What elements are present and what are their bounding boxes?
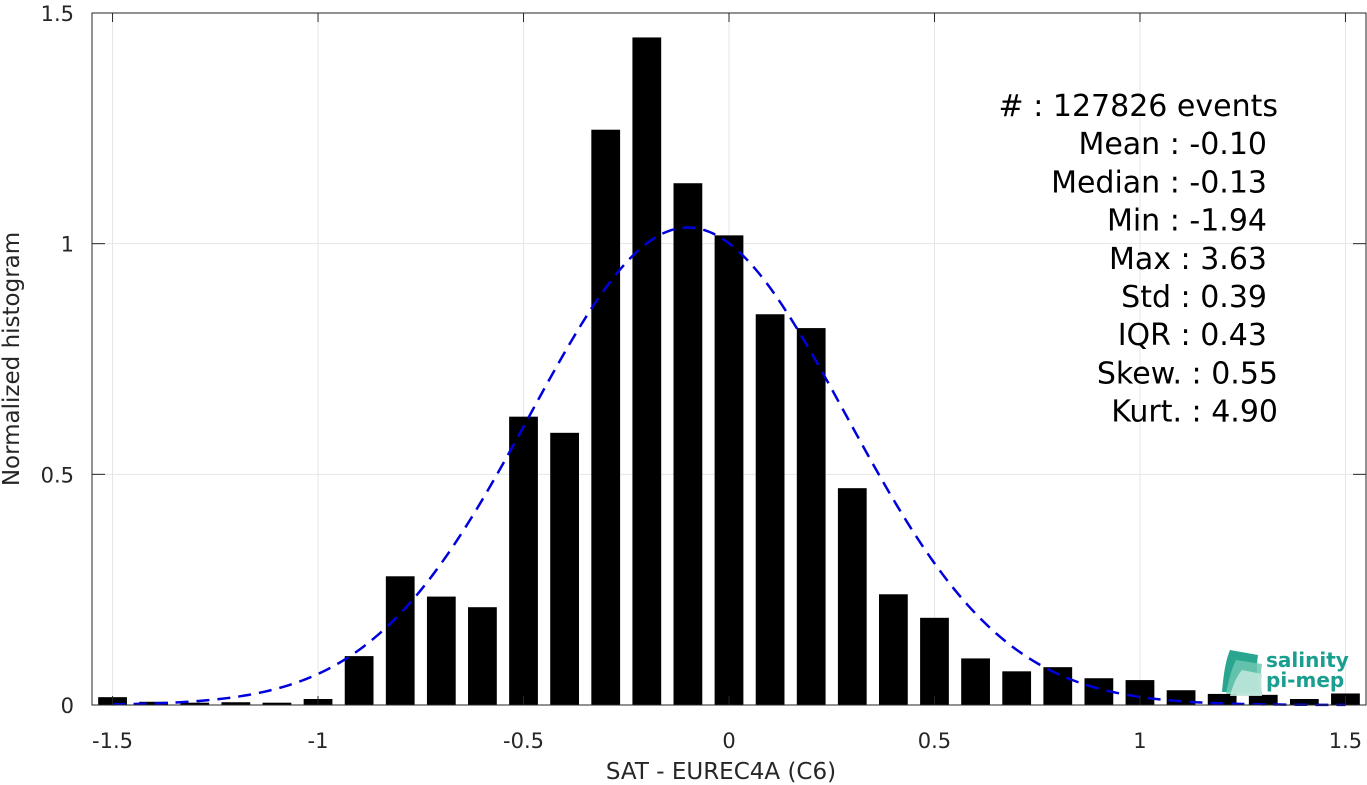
histogram-bar xyxy=(344,656,374,705)
y-tick-label: 0 xyxy=(61,694,74,718)
histogram-bar xyxy=(673,183,703,705)
stat-line: Mean : -0.10 xyxy=(1078,127,1267,162)
stat-line: IQR : 0.43 xyxy=(1118,318,1267,353)
y-tick-label: 1 xyxy=(61,233,74,257)
histogram-bar xyxy=(262,702,292,705)
salinity-pi-mep-logo: salinity pi-mep xyxy=(1222,648,1349,696)
histogram-bar xyxy=(1207,693,1237,705)
x-tick-label: 1.5 xyxy=(1329,729,1362,753)
x-tick-label: -1 xyxy=(308,729,329,753)
y-tick-label: 0.5 xyxy=(41,463,74,487)
histogram-bar xyxy=(961,658,990,705)
histogram-bar xyxy=(385,576,415,705)
histogram-bar xyxy=(550,432,579,705)
y-tick-label: 1.5 xyxy=(41,2,74,26)
histogram-bar xyxy=(468,607,497,705)
histogram-bar xyxy=(920,617,949,705)
histogram-bar xyxy=(714,235,744,705)
ticks xyxy=(92,12,1366,706)
histogram-bar xyxy=(1248,694,1278,705)
y-tick-labels: 0 0.5 1 1.5 xyxy=(41,2,74,718)
stat-line: Min : -1.94 xyxy=(1107,204,1267,239)
histogram-bar xyxy=(1289,699,1319,705)
wave-logo-icon xyxy=(1222,650,1262,696)
x-tick-label: 0.5 xyxy=(918,729,951,753)
stat-line: Max : 3.63 xyxy=(1109,242,1267,277)
x-tick-label: 1 xyxy=(1133,729,1146,753)
histogram-bar xyxy=(837,488,867,705)
normal-fit-curve xyxy=(112,226,1346,707)
histogram-bar xyxy=(632,37,662,705)
x-axis-label: SAT - EUREC4A (C6) xyxy=(606,759,836,785)
histogram-bar xyxy=(879,594,908,705)
histogram-bar xyxy=(180,702,210,705)
x-tick-label: -0.5 xyxy=(503,729,544,753)
stat-line: # : 127826 events xyxy=(999,89,1278,124)
x-tick-labels: -1.5 -1 -0.5 0 0.5 1 1.5 xyxy=(92,729,1362,753)
stat-line: Kurt. : 4.90 xyxy=(1111,395,1278,430)
histogram-bar xyxy=(139,701,169,705)
histogram-bar xyxy=(509,416,538,705)
histogram-bar xyxy=(796,328,826,705)
histogram-bar xyxy=(426,596,456,705)
histogram-bar xyxy=(591,129,621,705)
stat-line: Skew. : 0.55 xyxy=(1097,356,1278,391)
histogram-bar xyxy=(1002,671,1032,705)
logo-line-2: pi-mep xyxy=(1266,668,1344,692)
stat-line: Std : 0.39 xyxy=(1121,280,1267,315)
stat-line: Median : -0.13 xyxy=(1051,165,1267,200)
logo-line-1: salinity xyxy=(1266,648,1349,672)
x-tick-label: 0 xyxy=(722,729,735,753)
x-tick-label: -1.5 xyxy=(92,729,133,753)
y-axis-label: Normalized histogram xyxy=(0,232,25,486)
bars xyxy=(98,37,1360,705)
histogram-bar xyxy=(755,314,785,705)
histogram-bar xyxy=(221,702,251,705)
